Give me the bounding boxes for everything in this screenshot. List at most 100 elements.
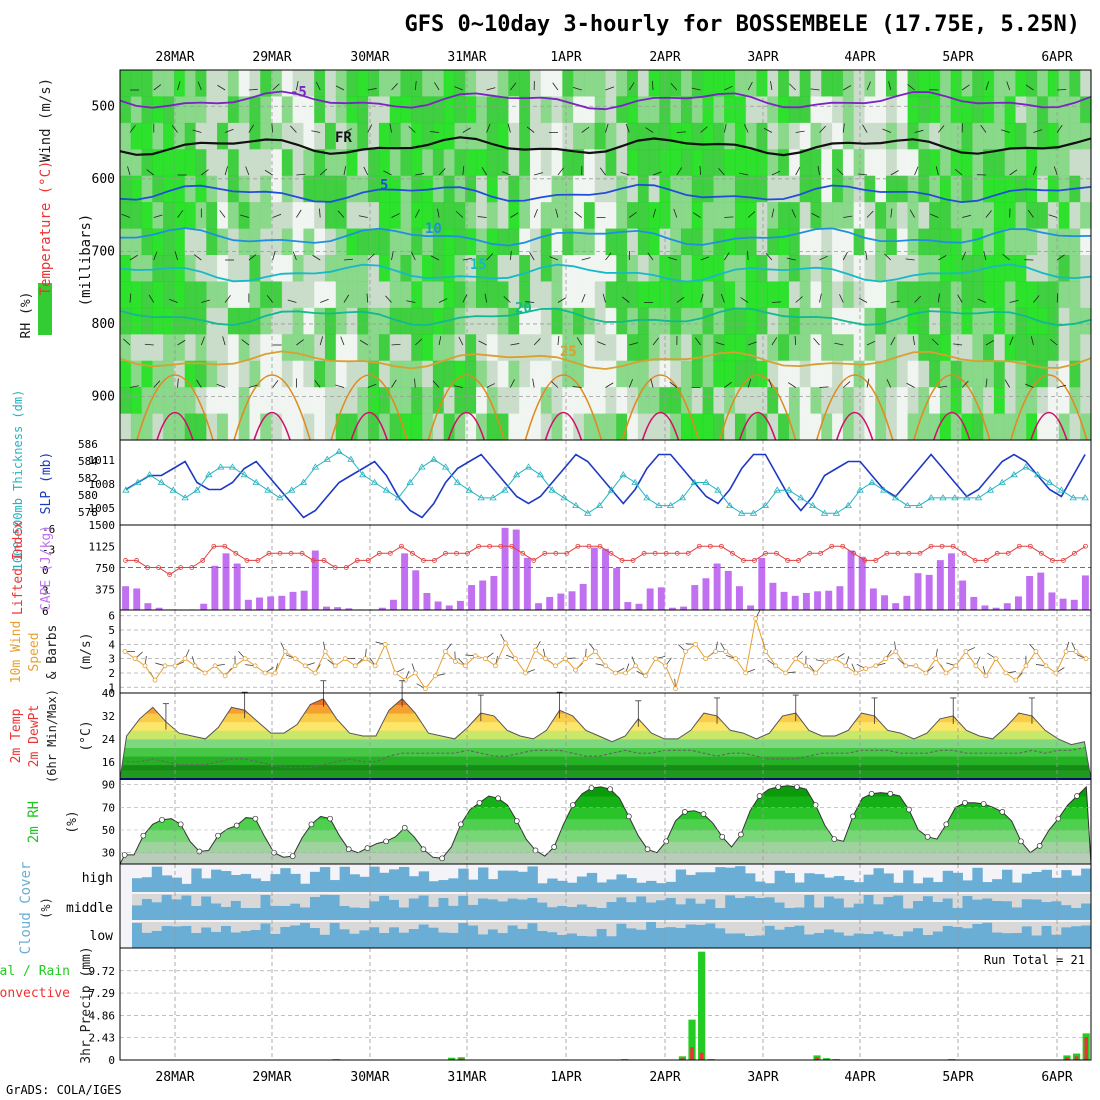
rh-cell <box>1080 281 1092 309</box>
rh-cell <box>238 413 251 441</box>
rh-cell <box>788 96 801 124</box>
rh-cell <box>799 228 812 256</box>
cloud-bar <box>339 866 351 892</box>
cape-bar <box>256 597 263 610</box>
bottom-date-axis: 28MAR 29MAR 30MAR 31MAR 1APR 2APR 3APR 4APR 5APR… <box>155 1070 1072 1085</box>
rh-cell <box>260 360 272 388</box>
rh-cell <box>756 413 768 441</box>
pressure-tick: 500 <box>92 99 115 114</box>
rh-cell <box>799 334 812 362</box>
rh-cell <box>551 228 563 256</box>
cloud-bar <box>1031 899 1043 920</box>
cape-bar <box>490 576 498 610</box>
rh-cell <box>173 307 186 335</box>
rh-cell <box>821 413 833 441</box>
cloud-bar <box>695 872 706 892</box>
cloud-bar <box>1051 901 1062 920</box>
rh-cell <box>314 149 326 177</box>
rh-cell <box>281 202 294 230</box>
wind-barb <box>811 212 820 218</box>
wind-barb <box>581 126 590 133</box>
rh-band <box>120 807 1091 820</box>
cloud-bar <box>428 881 439 892</box>
cloud-gap <box>230 894 242 901</box>
wind-barb <box>264 169 273 176</box>
rh-cell <box>907 228 919 256</box>
rh-cell <box>907 255 919 283</box>
wind-barb <box>794 335 797 346</box>
cloud-bar <box>853 933 865 948</box>
rh-cell <box>465 360 477 388</box>
rh-cell <box>939 387 952 415</box>
wind-speed-point <box>372 663 378 669</box>
cloud-bar <box>191 932 202 948</box>
rh-cell <box>227 96 240 124</box>
cloud-bar <box>705 923 716 948</box>
wind-barb <box>605 382 614 388</box>
cloud-bar <box>478 867 489 892</box>
rh-cell <box>637 255 650 283</box>
rh-cell <box>281 281 294 309</box>
rh-cell <box>206 307 218 335</box>
cloud-bar <box>319 867 331 892</box>
wind-speed-line <box>124 618 1087 691</box>
rh-cell <box>400 281 412 309</box>
rh-cell <box>681 122 693 150</box>
cloud-gap <box>468 922 479 926</box>
cloud-gap <box>606 894 617 902</box>
cape-bar <box>802 593 810 610</box>
cloud-bar <box>517 928 528 948</box>
rh-cell <box>206 413 218 441</box>
rh-cell <box>314 122 326 150</box>
rh-cell <box>918 255 930 283</box>
wind-barb <box>555 208 559 218</box>
rh-cell <box>896 202 909 230</box>
cloud-bar <box>1071 926 1082 948</box>
wind-barb <box>581 294 586 303</box>
rh-cell <box>346 149 358 177</box>
wind-barb <box>938 385 948 388</box>
rh-cell <box>249 175 261 203</box>
rh-cell <box>292 307 305 335</box>
wind-barb <box>700 256 710 261</box>
wind-speed-point <box>523 670 528 676</box>
rh-cell <box>886 228 898 256</box>
cloud-bar <box>646 880 657 892</box>
cloud-bar <box>655 927 667 948</box>
rh-cell <box>616 70 628 98</box>
cloud-gap <box>982 894 993 899</box>
rh-cell <box>141 334 153 362</box>
wind-barb <box>437 208 440 218</box>
cape-bar <box>613 568 621 610</box>
cloud-bar <box>290 873 301 892</box>
wind-tick: 5 <box>108 624 115 637</box>
rh-cell <box>961 255 973 283</box>
rh-cell <box>249 281 261 309</box>
rh-cell <box>724 360 736 388</box>
cloud-bar <box>270 874 281 892</box>
lifted-line <box>125 545 1086 576</box>
rh-cell <box>551 96 563 124</box>
rh-cell <box>551 70 563 98</box>
rh-cell <box>1037 96 1049 124</box>
rh-cell <box>950 149 963 177</box>
rh-cell <box>476 307 488 335</box>
rh-swatch <box>38 283 52 335</box>
wind-barb <box>669 381 678 388</box>
wind-barb <box>890 170 899 176</box>
rh-cell <box>454 202 466 230</box>
wind-barb <box>438 336 442 346</box>
wind-barb <box>985 81 990 91</box>
rh-cell <box>907 387 919 415</box>
wind-barb <box>272 251 276 261</box>
rh-point <box>495 795 501 802</box>
rh-cell <box>778 334 790 362</box>
wind-barb <box>406 300 416 303</box>
wind-barb <box>153 84 162 91</box>
rh-cell <box>724 387 736 415</box>
rh-cell <box>961 413 973 441</box>
cloud-gap <box>418 922 430 925</box>
rh-cell <box>540 255 553 283</box>
cloud-bar <box>893 882 904 892</box>
rh-cell <box>605 202 617 230</box>
